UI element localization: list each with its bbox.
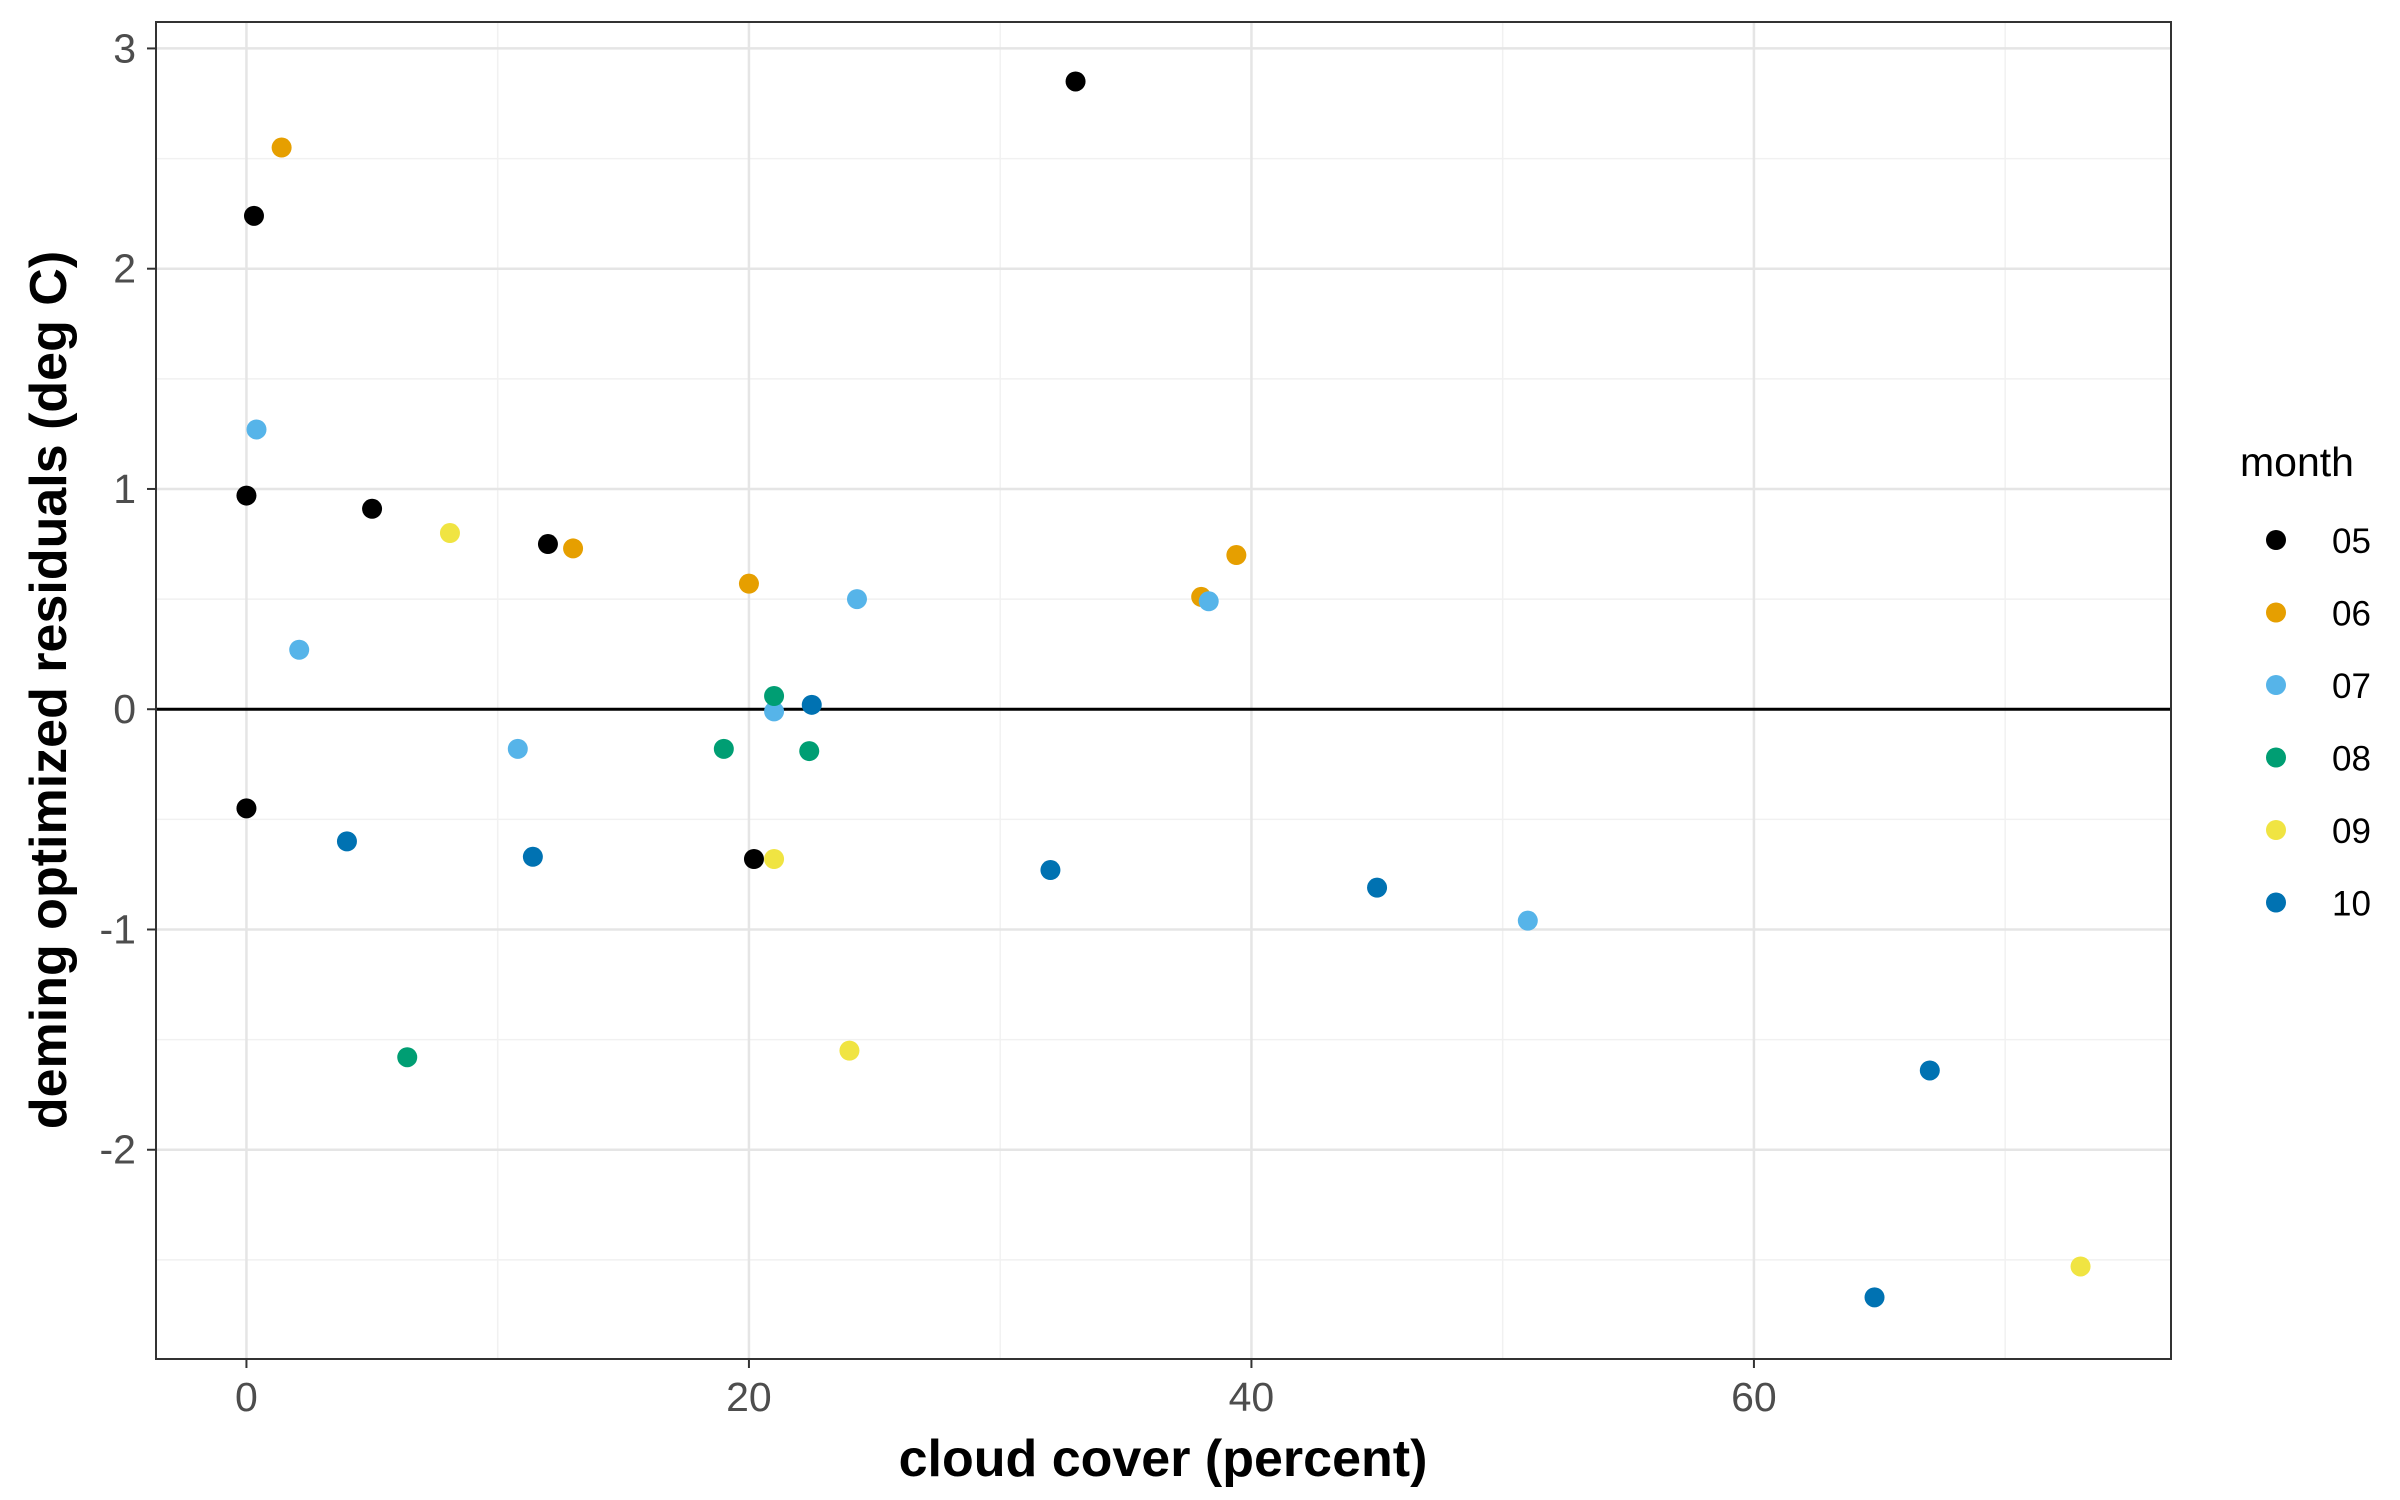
data-point-month-09 [764,849,785,870]
y-tick-label: 2 [113,246,136,292]
legend-key-month-07 [2266,675,2286,695]
plot-panel-background [156,22,2171,1359]
legend-key-month-06 [2266,602,2286,623]
data-point-month-09 [839,1040,860,1061]
data-point-month-05 [537,534,558,555]
legend-key-month-10 [2266,892,2286,913]
data-point-month-05 [236,485,257,506]
data-point-month-10 [336,831,357,852]
data-point-month-09 [2070,1256,2091,1277]
data-point-month-07 [1198,591,1219,612]
data-point-month-08 [799,741,820,762]
data-point-month-07 [507,738,528,759]
data-points [236,71,2091,1308]
x-tick-label: 40 [1229,1374,1275,1420]
x-tick-label: 0 [235,1374,258,1420]
data-point-month-07 [846,589,867,610]
legend-key-month-09 [2266,820,2286,840]
data-point-month-06 [738,573,759,594]
y-tick-label: -1 [100,906,136,952]
y-tick-label: -2 [100,1127,136,1173]
data-point-month-10 [1367,877,1388,898]
data-point-month-05 [743,849,764,870]
data-point-month-07 [246,419,267,440]
data-point-month-06 [1226,545,1247,566]
data-point-month-07 [764,701,785,722]
minor-gridlines [156,22,2171,1359]
data-point-month-06 [563,538,584,559]
y-axis-title: deming optimized residuals (deg C) [20,251,78,1129]
data-point-month-05 [243,205,264,226]
x-axis-ticks: 0 20 40 60 [235,1359,1777,1420]
x-axis-title: cloud cover (percent) [899,1430,1428,1488]
data-point-month-08 [397,1047,418,1068]
legend-key-month-08 [2266,747,2286,768]
legend-label-month-08: 08 [2332,740,2371,779]
y-tick-label: 3 [113,25,136,71]
data-point-month-10 [1040,860,1061,881]
legend-title: month [2240,439,2354,485]
x-tick-label: 60 [1731,1374,1777,1420]
y-tick-label: 1 [113,466,136,512]
data-point-month-08 [764,686,785,707]
data-point-month-05 [1065,71,1086,92]
legend-key-month-05 [2266,530,2286,550]
legend-label-month-09: 09 [2332,812,2371,851]
y-tick-label: 0 [113,686,136,732]
data-point-month-10 [801,694,822,715]
data-point-month-08 [713,738,734,759]
legend-label-month-06: 06 [2332,595,2371,634]
legend: month 05 06 07 08 09 10 [2240,439,2371,924]
data-point-month-10 [522,846,543,867]
data-point-month-07 [1517,910,1538,931]
data-point-month-06 [271,137,292,158]
data-point-month-05 [236,798,257,819]
legend-label-month-10: 10 [2332,885,2371,924]
legend-label-month-07: 07 [2332,667,2371,706]
plot-panel-border [155,21,2172,1360]
data-point-month-07 [289,639,310,660]
legend-label-month-05: 05 [2332,522,2371,561]
x-tick-label: 20 [726,1374,772,1420]
data-point-month-10 [1919,1060,1940,1081]
data-point-month-10 [1864,1287,1885,1308]
y-axis-ticks: -2 -1 0 1 2 3 [100,25,156,1173]
data-point-month-09 [439,523,460,544]
data-point-month-05 [362,498,383,519]
